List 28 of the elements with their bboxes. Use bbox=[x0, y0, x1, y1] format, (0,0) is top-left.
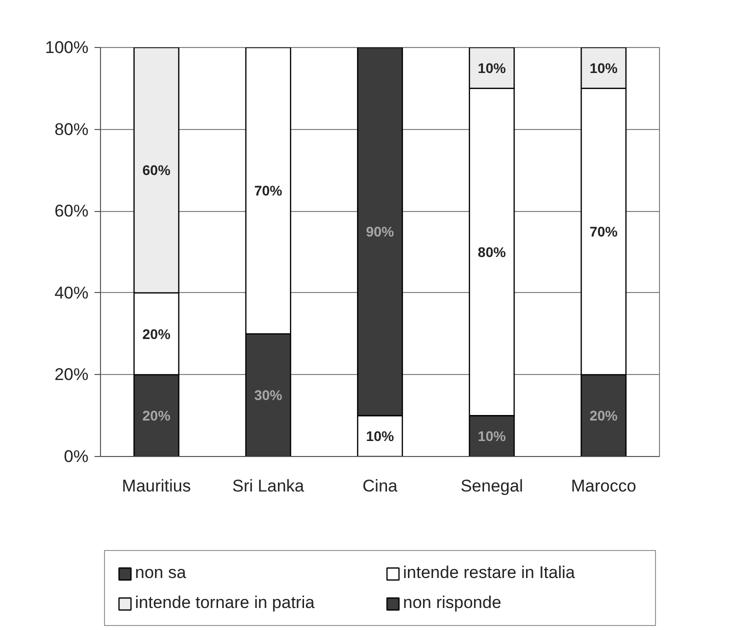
y-tick-label: 0% bbox=[64, 447, 89, 466]
data-label: 20% bbox=[142, 326, 171, 342]
data-label: 30% bbox=[254, 387, 283, 404]
y-tick-label: 80% bbox=[54, 120, 89, 139]
data-label: 70% bbox=[590, 224, 618, 240]
data-label: 60% bbox=[142, 162, 171, 178]
data-label: 10% bbox=[366, 428, 395, 444]
data-label: 20% bbox=[590, 408, 618, 424]
data-label: 90% bbox=[366, 224, 395, 240]
y-tick-label: 20% bbox=[54, 365, 89, 384]
x-tick-label: Cina bbox=[362, 476, 398, 496]
x-tick-label: Mauritius bbox=[122, 476, 191, 496]
data-label: 10% bbox=[478, 428, 506, 444]
data-label: 20% bbox=[142, 408, 171, 424]
y-tick-label: 60% bbox=[54, 202, 89, 221]
data-label: 10% bbox=[478, 60, 506, 76]
y-tick-label: 40% bbox=[54, 283, 89, 302]
x-tick-label: Marocco bbox=[571, 476, 636, 496]
data-label: 70% bbox=[254, 182, 283, 199]
x-tick-label: Senegal bbox=[460, 476, 523, 496]
legend-label: non sa bbox=[135, 563, 188, 583]
y-tick-label: 100% bbox=[45, 38, 89, 57]
data-label: 10% bbox=[590, 60, 618, 76]
legend-label: intende tornare in patria bbox=[135, 593, 316, 613]
data-label: 80% bbox=[478, 244, 506, 260]
legend-label: intende restare in Italia bbox=[403, 563, 576, 583]
legend-label: non risponde bbox=[403, 593, 502, 613]
x-tick-label: Sri Lanka bbox=[232, 476, 305, 496]
